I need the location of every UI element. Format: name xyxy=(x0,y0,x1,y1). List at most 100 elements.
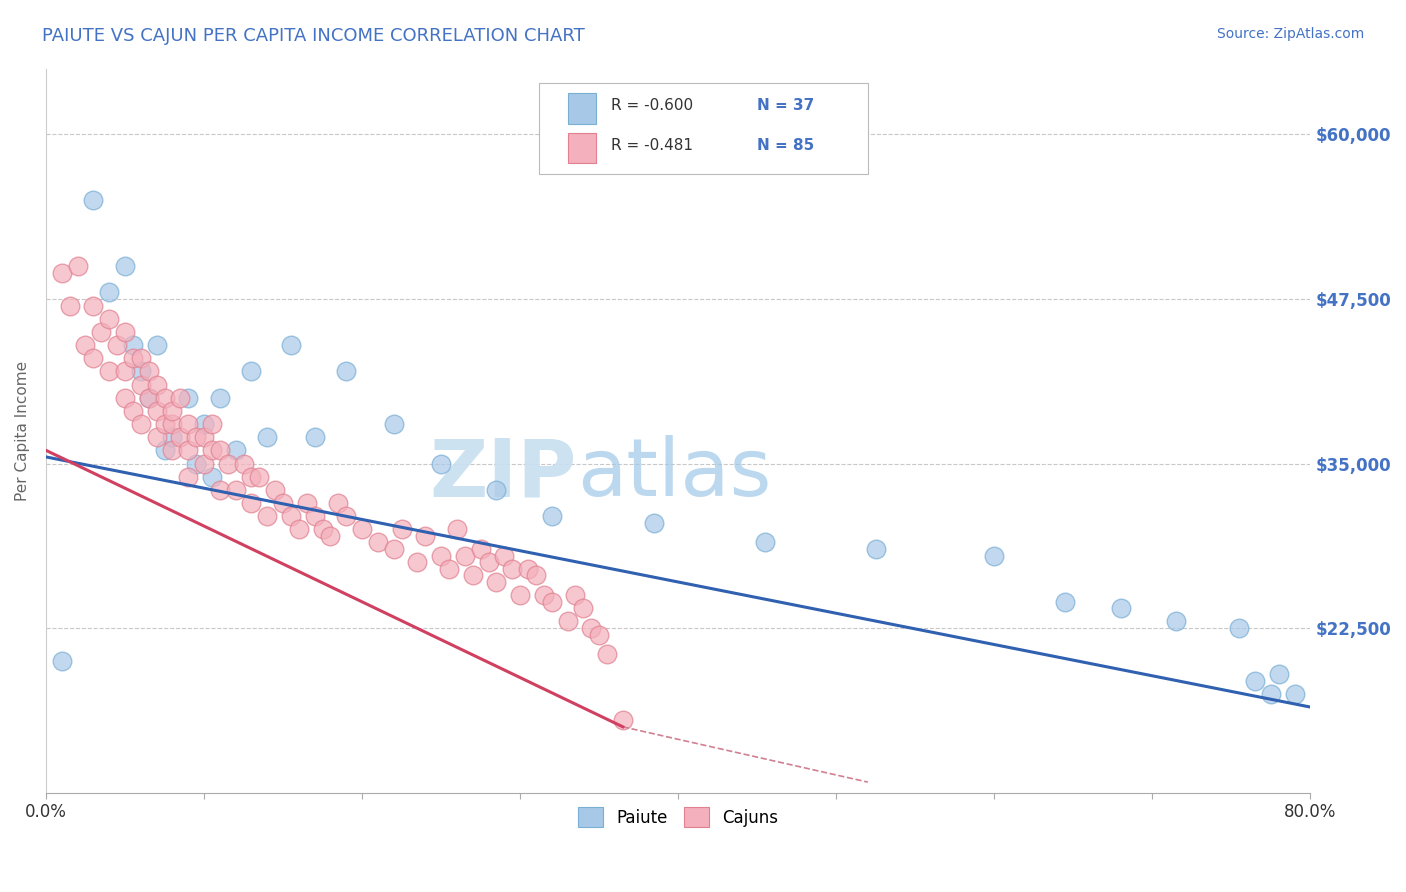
Point xyxy=(304,509,326,524)
Point xyxy=(145,404,167,418)
Point xyxy=(564,588,586,602)
Text: atlas: atlas xyxy=(576,435,772,513)
Point xyxy=(288,522,311,536)
Point xyxy=(114,325,136,339)
Point xyxy=(494,549,516,563)
Point xyxy=(82,298,104,312)
Point xyxy=(461,568,484,582)
Point xyxy=(295,496,318,510)
Point xyxy=(208,443,231,458)
Point xyxy=(177,391,200,405)
Point xyxy=(517,562,540,576)
Point xyxy=(367,535,389,549)
Point xyxy=(162,404,184,418)
Point xyxy=(145,377,167,392)
FancyBboxPatch shape xyxy=(538,83,868,174)
Y-axis label: Per Capita Income: Per Capita Income xyxy=(15,360,30,500)
Text: Source: ZipAtlas.com: Source: ZipAtlas.com xyxy=(1216,27,1364,41)
Point xyxy=(430,457,453,471)
Point xyxy=(319,529,342,543)
Point xyxy=(264,483,287,497)
Point xyxy=(477,555,499,569)
Point xyxy=(509,588,531,602)
Point xyxy=(114,391,136,405)
Point xyxy=(406,555,429,569)
Point xyxy=(470,542,492,557)
Point xyxy=(454,549,477,563)
Point xyxy=(114,364,136,378)
Point xyxy=(193,430,215,444)
Point xyxy=(51,266,73,280)
Point xyxy=(328,496,350,510)
Point xyxy=(1244,673,1267,688)
Point xyxy=(193,417,215,431)
Point xyxy=(271,496,294,510)
FancyBboxPatch shape xyxy=(568,133,596,163)
Point xyxy=(335,509,357,524)
Point xyxy=(138,391,160,405)
Point xyxy=(145,338,167,352)
Point xyxy=(557,615,579,629)
Point xyxy=(413,529,436,543)
Point xyxy=(612,713,634,727)
Point xyxy=(596,648,619,662)
Point xyxy=(129,364,152,378)
Point xyxy=(1284,687,1306,701)
Point xyxy=(177,417,200,431)
Point xyxy=(240,496,263,510)
Point xyxy=(90,325,112,339)
Point xyxy=(98,364,121,378)
Point xyxy=(524,568,547,582)
Point xyxy=(129,417,152,431)
Point xyxy=(280,509,302,524)
Point xyxy=(177,469,200,483)
Point xyxy=(129,351,152,366)
Point xyxy=(177,443,200,458)
Point xyxy=(256,430,278,444)
Point xyxy=(162,430,184,444)
Point xyxy=(114,259,136,273)
Point xyxy=(201,417,224,431)
Point xyxy=(256,509,278,524)
Point xyxy=(1268,667,1291,681)
Legend: Paiute, Cajuns: Paiute, Cajuns xyxy=(569,799,787,835)
Point xyxy=(1164,615,1187,629)
Point xyxy=(153,443,176,458)
Point xyxy=(581,621,603,635)
Point xyxy=(240,364,263,378)
Point xyxy=(352,522,374,536)
Point xyxy=(1109,601,1132,615)
Point xyxy=(335,364,357,378)
Point xyxy=(162,417,184,431)
Point xyxy=(382,542,405,557)
Point xyxy=(382,417,405,431)
Point xyxy=(232,457,254,471)
Point xyxy=(66,259,89,273)
Point xyxy=(138,391,160,405)
Point xyxy=(485,483,508,497)
Point xyxy=(122,351,145,366)
Point xyxy=(1054,595,1077,609)
Point xyxy=(430,549,453,563)
Point xyxy=(437,562,460,576)
Point xyxy=(82,193,104,207)
Point xyxy=(304,430,326,444)
Point xyxy=(98,285,121,300)
Point xyxy=(983,549,1005,563)
Text: N = 85: N = 85 xyxy=(756,137,814,153)
Point xyxy=(208,483,231,497)
Point xyxy=(754,535,776,549)
Text: R = -0.600: R = -0.600 xyxy=(612,98,693,113)
Point xyxy=(153,391,176,405)
Point xyxy=(240,469,263,483)
Point xyxy=(98,311,121,326)
Point xyxy=(201,443,224,458)
Point xyxy=(184,430,207,444)
Point xyxy=(105,338,128,352)
Point xyxy=(145,430,167,444)
Point xyxy=(865,542,887,557)
Point xyxy=(82,351,104,366)
Point xyxy=(169,430,191,444)
Point xyxy=(153,417,176,431)
Point xyxy=(446,522,468,536)
